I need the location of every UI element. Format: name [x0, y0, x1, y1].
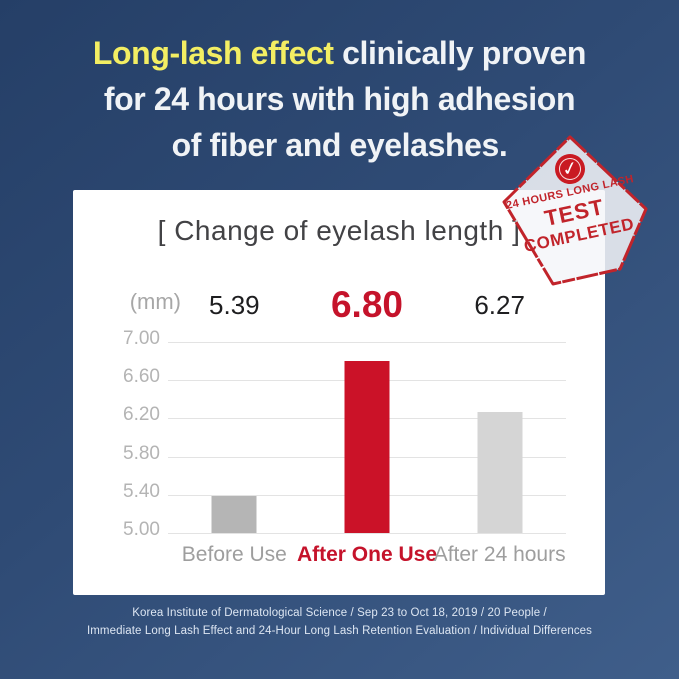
- gridline: [168, 342, 566, 343]
- bar-after-24-hours: [477, 411, 523, 533]
- y-axis-tick-label: 6.60: [123, 366, 160, 388]
- page-title-line3: of fiber and eyelashes.: [171, 127, 508, 163]
- y-axis-unit-label: (mm): [129, 289, 181, 314]
- bar-value-label: 6.27: [474, 289, 525, 320]
- stamp-pentagon-shape: [502, 135, 648, 286]
- bar-after-one-use: [344, 361, 390, 533]
- page-title-highlight: Long-lash effect: [92, 35, 334, 71]
- bar-chart-plot-area: 7.00 6.60 6.20 5.80 5.40 5.00 5.39 Before Use 6.…: [123, 284, 566, 567]
- x-axis-category-label: After One Use: [296, 543, 438, 566]
- bar-value-label: 6.80: [330, 284, 403, 325]
- bar-column: 5.39 Before Use: [168, 290, 301, 567]
- y-axis-tick-label: 5.00: [123, 519, 160, 540]
- chart-card: [ Change of eyelash length ] (mm) 7.00 6.…: [73, 190, 605, 595]
- study-source-line1: Korea Institute of Dermatological Scienc…: [132, 607, 547, 619]
- study-source-note: Korea Institute of Dermatological Scienc…: [0, 604, 679, 640]
- page-title-line2: for 24 hours with high adhesion: [103, 81, 576, 117]
- x-axis-category-label: Before Use: [181, 543, 287, 566]
- y-axis-tick-label: 5.40: [123, 480, 160, 502]
- y-axis-tick-label: 5.80: [123, 442, 160, 464]
- y-axis-tick-label: 7.00: [123, 328, 160, 349]
- bar-column: 6.80 After One Use: [297, 284, 437, 566]
- bar-column: 6.27 After 24 hours: [433, 290, 566, 567]
- gridline: [168, 533, 566, 534]
- y-axis-tick-label: 6.20: [123, 404, 160, 426]
- study-source-line2: Immediate Long Lash Effect and 24-Hour L…: [86, 625, 593, 637]
- test-completed-stamp: ✓ 24 HOURS LONG LASH TEST COMPLETED: [495, 128, 655, 296]
- x-axis-category-label: After 24 hours: [433, 543, 566, 566]
- page-title-line1: Long-lash effect clinically proven: [0, 30, 679, 76]
- page-title: Long-lash effect clinically proven for 2…: [0, 30, 679, 168]
- bar-before-use: [211, 495, 257, 533]
- chart-title: [ Change of eyelash length ]: [157, 215, 521, 246]
- page-title-line1-rest: clinically proven: [333, 35, 587, 71]
- bar-value-label: 5.39: [209, 289, 260, 320]
